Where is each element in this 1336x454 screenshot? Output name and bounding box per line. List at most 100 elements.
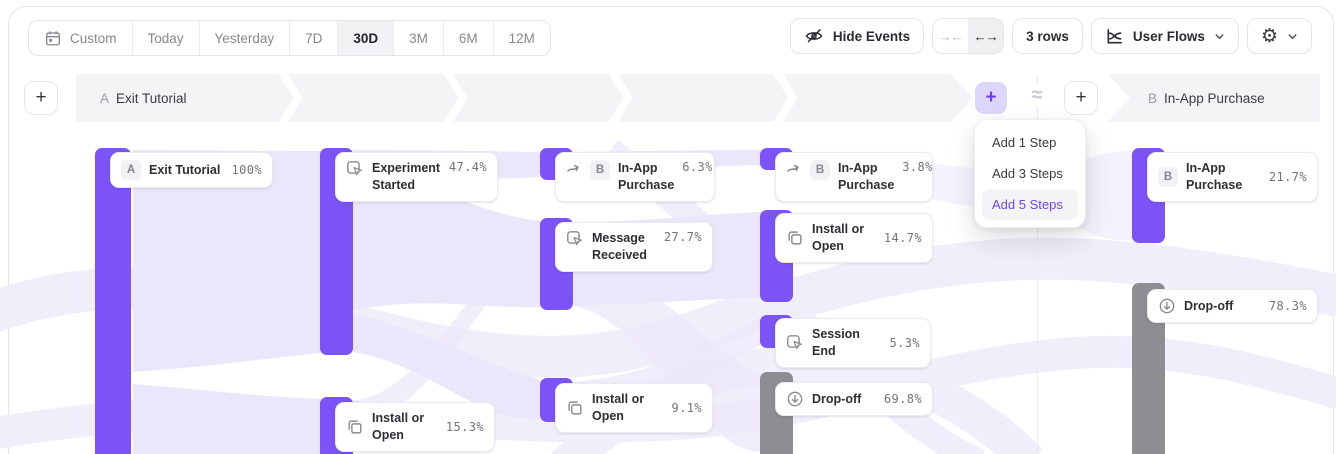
date-range-30d[interactable]: 30D <box>338 21 395 55</box>
install-or-open-icon <box>566 399 584 417</box>
add-step-plus-button-active[interactable]: + <box>975 82 1007 114</box>
node-label: In-App Purchase <box>1186 161 1243 192</box>
approx-separator-icon: ≈ <box>1024 84 1050 107</box>
flow-a-title: Exit Tutorial <box>116 90 187 106</box>
app-card-border <box>8 6 1334 454</box>
node-card-experiment-started[interactable]: Experiment Started 47.4% <box>335 152 498 202</box>
node-card-drop-off-col4[interactable]: Drop-off 69.8% <box>775 382 933 416</box>
node-label: Session End <box>812 327 860 358</box>
node-percentage: 15.3% <box>445 419 484 434</box>
node-label: Install or Open <box>592 392 645 423</box>
arrows-expand-icon: ←→ <box>973 28 999 44</box>
node-label: Experiment Started <box>372 161 441 192</box>
node-card-in-app-purchase-b[interactable]: B In-App Purchase 21.7% <box>1147 152 1318 202</box>
add-step-start-button[interactable]: + <box>24 81 58 115</box>
node-percentage: 100% <box>231 163 262 177</box>
node-label: In-App Purchase <box>618 161 675 192</box>
node-label: Drop-off <box>812 391 862 406</box>
chevron-down-icon <box>1214 31 1225 42</box>
node-card-session-end[interactable]: Session End 5.3% <box>775 318 931 368</box>
node-percentage: 47.4% <box>448 160 487 174</box>
rows-label: 3 rows <box>1026 28 1069 44</box>
node-percentage: 69.8% <box>883 392 922 406</box>
flow-b-banner[interactable]: B In-App Purchase <box>1108 74 1320 122</box>
flow-a-badge: A <box>100 90 110 106</box>
plus-icon: + <box>985 87 997 108</box>
date-range-label: 7D <box>305 30 323 46</box>
custom-event-icon <box>346 160 364 178</box>
node-label: Install or Open <box>812 222 865 253</box>
node-percentage: 14.7% <box>883 230 922 245</box>
hide-events-button[interactable]: Hide Events <box>789 18 925 54</box>
banner-chevron-separators <box>76 74 973 122</box>
date-range-label: Today <box>147 30 184 46</box>
node-card-in-app-purchase-col4[interactable]: B In-App Purchase 3.8% <box>775 152 933 202</box>
date-range-label: 12M <box>508 30 535 46</box>
collapse-columns-button[interactable]: →← <box>933 19 968 53</box>
node-card-install-or-open-col2[interactable]: Install or Open 15.3% <box>335 402 495 452</box>
chart-type-label: User Flows <box>1132 28 1205 44</box>
date-range-label: 6M <box>458 30 478 46</box>
drop-off-icon <box>786 390 804 408</box>
date-range-custom[interactable]: Custom <box>29 21 133 55</box>
chevron-down-icon <box>1287 31 1298 42</box>
flow-chart-icon <box>1105 27 1124 46</box>
flow-b-badge: B <box>1148 90 1158 106</box>
flow-b-title: In-App Purchase <box>1164 90 1265 106</box>
node-percentage: 5.3% <box>889 335 920 350</box>
date-range-yesterday[interactable]: Yesterday <box>200 21 291 55</box>
node-card-install-or-open-col4[interactable]: Install or Open 14.7% <box>775 213 933 263</box>
series-badge-b: B <box>1158 166 1178 187</box>
series-badge-b: B <box>810 160 830 180</box>
chart-type-button[interactable]: User Flows <box>1090 18 1239 54</box>
node-card-exit-tutorial[interactable]: A Exit Tutorial 100% <box>110 152 273 188</box>
eye-off-icon <box>804 26 824 46</box>
node-card-message-received[interactable]: Message Received 27.7% <box>555 222 713 272</box>
step-through-arrow-icon <box>566 160 582 176</box>
date-range-3m[interactable]: 3M <box>394 21 444 55</box>
series-badge-a: A <box>121 160 141 180</box>
node-label: Install or Open <box>372 411 425 442</box>
add-step-b-button[interactable]: + <box>1064 81 1098 115</box>
calendar-icon <box>44 29 62 47</box>
menu-item-add-1-step[interactable]: Add 1 Step <box>992 135 1057 150</box>
date-range-today[interactable]: Today <box>133 21 200 55</box>
expand-columns-button[interactable]: ←→ <box>968 19 1004 53</box>
hide-events-label: Hide Events <box>832 28 911 44</box>
node-percentage: 3.8% <box>902 160 933 174</box>
date-range-toolbar: Custom Today Yesterday 7D 30D 3M 6M 12M <box>28 20 551 56</box>
date-range-segmented-control: Custom Today Yesterday 7D 30D 3M 6M 12M <box>28 20 551 56</box>
menu-item-add-3-steps[interactable]: Add 3 Steps <box>992 166 1063 181</box>
flow-bar-exit-tutorial[interactable] <box>95 148 131 454</box>
node-label: Drop-off <box>1184 298 1234 313</box>
date-range-7d[interactable]: 7D <box>290 21 339 55</box>
date-range-12m[interactable]: 12M <box>494 21 550 55</box>
date-range-label: Yesterday <box>214 30 275 46</box>
node-card-drop-off-b[interactable]: Drop-off 78.3% <box>1147 289 1318 323</box>
custom-event-icon <box>786 334 804 352</box>
date-range-label: 30D <box>353 30 379 46</box>
node-label: Message Received <box>592 231 647 262</box>
gear-icon: ⚙ <box>1260 24 1278 47</box>
drop-off-icon <box>1158 297 1176 315</box>
node-percentage: 21.7% <box>1268 169 1307 184</box>
node-percentage: 27.7% <box>663 230 702 244</box>
flow-a-banner[interactable]: A Exit Tutorial <box>76 74 973 122</box>
node-label: In-App Purchase <box>838 161 895 192</box>
menu-item-add-5-steps[interactable]: Add 5 Steps <box>982 189 1078 220</box>
node-card-in-app-purchase-col3[interactable]: B In-App Purchase 6.3% <box>555 152 715 202</box>
collapse-expand-toggle: →← ←→ <box>932 18 1005 54</box>
flow-section-divider <box>1037 76 1038 454</box>
node-card-install-or-open-col3[interactable]: Install or Open 9.1% <box>555 383 713 433</box>
settings-button[interactable]: ⚙ <box>1246 18 1312 54</box>
arrows-collapse-icon: →← <box>938 28 964 44</box>
step-through-arrow-icon <box>786 160 802 176</box>
install-or-open-icon <box>786 229 804 247</box>
node-label: Exit Tutorial <box>149 162 221 177</box>
custom-event-icon <box>566 230 584 248</box>
date-range-6m[interactable]: 6M <box>444 21 494 55</box>
node-percentage: 9.1% <box>671 400 702 415</box>
node-percentage: 6.3% <box>682 160 713 174</box>
date-range-label: 3M <box>409 30 428 46</box>
rows-button[interactable]: 3 rows <box>1012 18 1083 54</box>
